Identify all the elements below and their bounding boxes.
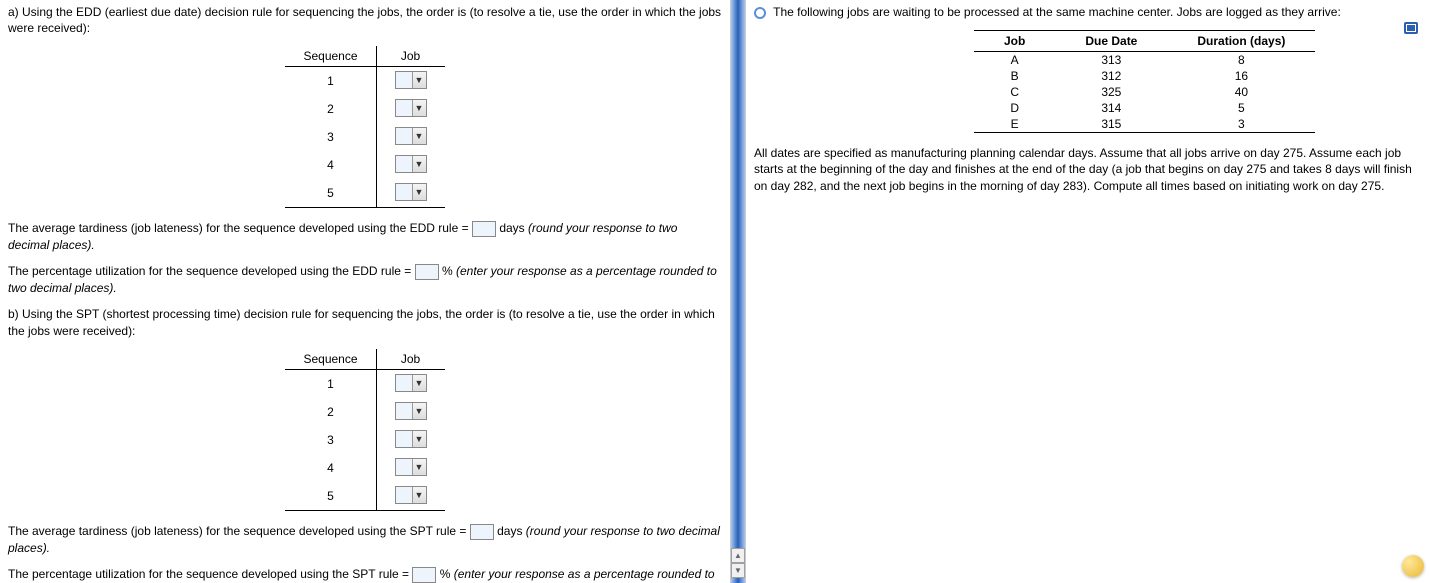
sequence-table-a: Sequence Job 1▼ 2▼ 3▼ 4▼ 5▼ [285,46,444,208]
chevron-down-icon: ▼ [412,487,426,503]
jobs-col-job: Job [974,31,1055,52]
seq-row: 5▼ [285,482,444,511]
seq-row: 4▼ [285,454,444,482]
problem-icon [754,7,766,19]
seq-col-header: Sequence [285,46,376,67]
chevron-down-icon: ▼ [412,403,426,419]
jobs-row: D3145 [974,100,1315,116]
job-dropdown[interactable]: ▼ [395,374,427,392]
scroll-down-icon[interactable]: ▼ [731,563,745,578]
job-dropdown[interactable]: ▼ [395,402,427,420]
jobs-row: C32540 [974,84,1315,100]
seq-row: 2▼ [285,398,444,426]
job-dropdown[interactable]: ▼ [395,486,427,504]
chevron-down-icon: ▼ [412,128,426,144]
job-dropdown[interactable]: ▼ [395,127,427,145]
seq-col-header: Sequence [285,349,376,370]
seq-row: 4▼ [285,151,444,179]
chevron-down-icon: ▼ [412,184,426,200]
intro-a: a) Using the EDD (earliest due date) dec… [8,4,722,36]
right-note: All dates are specified as manufacturing… [754,145,1422,194]
job-col-header: Job [376,349,445,370]
chevron-down-icon: ▼ [412,156,426,172]
job-dropdown[interactable]: ▼ [395,99,427,117]
panel-divider[interactable]: ▲ ▼ [730,0,746,583]
seq-row: 1▼ [285,67,444,96]
seq-row: 3▼ [285,123,444,151]
scroll-up-icon[interactable]: ▲ [731,548,745,563]
jobs-col-due: Due Date [1055,31,1167,52]
jobs-row: A3138 [974,52,1315,69]
seq-row: 5▼ [285,179,444,208]
intro-b: b) Using the SPT (shortest processing ti… [8,306,722,338]
seq-row: 3▼ [285,426,444,454]
utilization-b-input[interactable] [412,567,436,583]
tardiness-a-line: The average tardiness (job lateness) for… [8,220,722,253]
chevron-down-icon: ▼ [412,431,426,447]
help-icon[interactable] [1402,555,1424,577]
tardiness-a-input[interactable] [472,221,496,237]
utilization-a-line: The percentage utilization for the seque… [8,263,722,296]
jobs-table: Job Due Date Duration (days) A3138 B3121… [974,30,1315,133]
job-dropdown[interactable]: ▼ [395,430,427,448]
info-panel: The following jobs are waiting to be pro… [746,0,1430,583]
job-col-header: Job [376,46,445,67]
jobs-row: E3153 [974,116,1315,133]
jobs-col-dur: Duration (days) [1167,31,1315,52]
seq-row: 1▼ [285,369,444,398]
job-dropdown[interactable]: ▼ [395,155,427,173]
right-intro: The following jobs are waiting to be pro… [754,4,1422,20]
job-dropdown[interactable]: ▼ [395,458,427,476]
popup-icon[interactable] [1404,22,1418,34]
chevron-down-icon: ▼ [412,459,426,475]
job-dropdown[interactable]: ▼ [395,71,427,89]
tardiness-b-input[interactable] [470,524,494,540]
seq-row: 2▼ [285,95,444,123]
utilization-a-input[interactable] [415,264,439,280]
chevron-down-icon: ▼ [412,375,426,391]
sequence-table-b: Sequence Job 1▼ 2▼ 3▼ 4▼ 5▼ [285,349,444,511]
question-panel: a) Using the EDD (earliest due date) dec… [0,0,730,583]
utilization-b-line: The percentage utilization for the seque… [8,566,722,583]
chevron-down-icon: ▼ [412,72,426,88]
chevron-down-icon: ▼ [412,100,426,116]
jobs-row: B31216 [974,68,1315,84]
job-dropdown[interactable]: ▼ [395,183,427,201]
tardiness-b-line: The average tardiness (job lateness) for… [8,523,722,556]
